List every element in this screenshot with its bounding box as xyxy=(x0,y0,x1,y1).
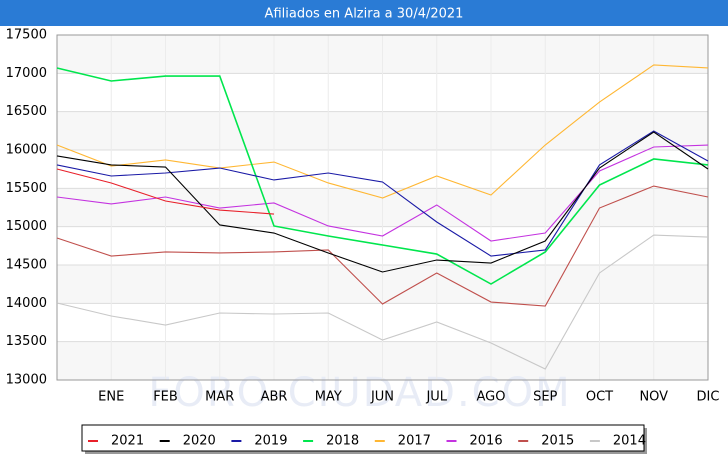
legend-label: 2015 xyxy=(541,434,574,449)
x-tick-label: JUL xyxy=(425,390,447,405)
series-line xyxy=(56,234,709,370)
series-line xyxy=(56,144,709,242)
title-bar xyxy=(0,0,728,26)
y-tick-label: 15500 xyxy=(6,181,47,196)
x-tick-label: AGO xyxy=(477,390,506,405)
y-tick-label: 14500 xyxy=(6,258,47,273)
y-tick-label: 16500 xyxy=(6,104,47,119)
legend-label: 2020 xyxy=(183,434,216,449)
legend-label: 2014 xyxy=(613,434,646,449)
y-tick-label: 17000 xyxy=(6,66,47,81)
x-tick-label: MAR xyxy=(205,390,234,405)
x-tick-label: ENE xyxy=(98,390,124,405)
plot-frame xyxy=(56,34,709,381)
legend-label: 2019 xyxy=(254,434,287,449)
x-tick-label: OCT xyxy=(586,390,613,405)
x-tick-label: MAY xyxy=(315,390,342,405)
legend-label: 2018 xyxy=(326,434,359,449)
x-tick-label: SEP xyxy=(533,390,557,405)
legend-label: 2021 xyxy=(111,434,144,449)
series-line xyxy=(56,131,709,273)
watermark: FORO-CIUDAD.COM xyxy=(148,370,571,416)
y-tick-label: 15000 xyxy=(6,219,47,234)
x-tick-label: ABR xyxy=(261,390,288,405)
x-tick-label: FEB xyxy=(153,390,178,405)
y-tick-label: 14000 xyxy=(6,296,47,311)
y-tick-label: 16000 xyxy=(6,143,47,158)
series-line xyxy=(56,64,709,199)
series-line xyxy=(56,67,709,285)
x-tick-label: NOV xyxy=(639,390,668,405)
series-line xyxy=(56,185,709,307)
series-line xyxy=(56,168,275,215)
series-line xyxy=(56,130,709,257)
legend-label: 2017 xyxy=(398,434,431,449)
chart-title: Afiliados en Alzira a 30/4/2021 xyxy=(265,7,464,22)
x-tick-label: DIC xyxy=(697,390,720,405)
y-tick-label: 13000 xyxy=(6,373,47,388)
y-tick-label: 13500 xyxy=(6,334,47,349)
y-tick-label: 17500 xyxy=(6,28,47,43)
x-tick-label: JUN xyxy=(370,390,394,405)
legend-label: 2016 xyxy=(470,434,503,449)
legend-box xyxy=(81,424,645,452)
